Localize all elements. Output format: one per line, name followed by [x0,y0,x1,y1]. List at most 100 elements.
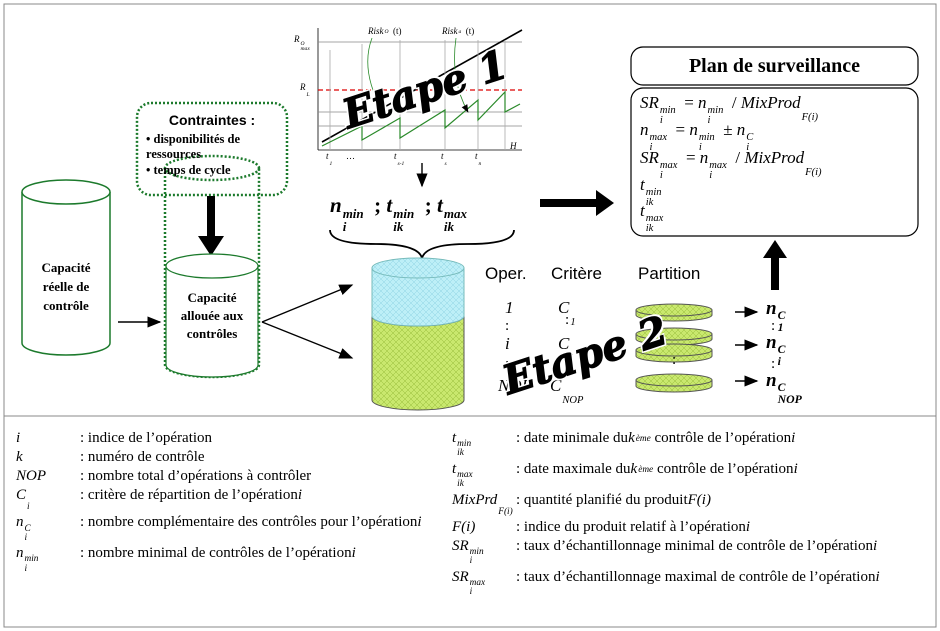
subscript: 1 [329,160,333,167]
script-stack: 1 [330,156,333,167]
legend-left: i : indice de l’opération k: numéro de con… [16,430,436,576]
script-stack: max ik [444,207,467,233]
math-base: 1 [505,298,514,317]
text: = [675,120,686,139]
oper: i [505,334,510,354]
ellipsis: : [505,318,510,334]
legend-description: : date maximale duk ème contrôle de l’opé… [516,461,936,490]
superscript: max [659,159,678,171]
superscript: min [645,186,662,198]
math-base: t [394,151,397,161]
math-base: t [437,193,443,217]
text: (t) [465,26,475,36]
math: C NOP [550,376,583,405]
script-stack: ème [638,464,654,485]
subscript: ik [457,448,464,459]
math-base: n [766,370,777,391]
script-stack: min ik [457,439,471,459]
math-base: F(i) [687,491,711,508]
superscript: max [645,212,664,224]
subscript: i [469,587,473,598]
script-stack: min i [708,105,724,127]
text: : indice du produit relatif à l’opératio… [516,519,746,535]
superscript: max [649,131,668,143]
subscript: F(i) [805,166,822,178]
math: NOP [16,468,46,484]
graph-x-label: t s-1 [394,151,404,167]
legend-description: : numéro de contrôle [80,449,436,466]
text: : indice de l’opération [80,430,213,446]
legend-row: F(i) : indice du produit relatif à l’opér… [452,519,936,536]
math-base: C [550,376,562,395]
arrows [735,306,759,387]
math-base: i [793,460,798,477]
script-stack: C NOP [778,382,802,406]
math-base: n [736,120,746,139]
plan-title: Plan de surveillance [688,55,861,77]
math: SR max i [640,148,677,181]
ellipsis: : [672,352,677,368]
partition-disks [635,303,713,393]
math: t min ik [386,193,414,233]
math-base: H [510,141,517,151]
math: t s-1 [394,151,404,166]
math-base: i [791,430,796,446]
subscript: ik [393,218,404,234]
math: SR min i [452,538,484,566]
text: / [735,148,741,167]
math: Risk a [442,26,461,36]
script-stack: F(i) [805,157,821,178]
math-base: NOP [498,376,532,395]
script-stack: a [459,30,462,41]
math: n min i [16,545,38,573]
legend-symbol: NOP [16,468,80,485]
math-base: i [417,514,422,531]
math-base: i [351,545,356,562]
text: : taux d’échantillonnage maximal de cont… [516,568,876,585]
text: : quantité planifié du produit [516,491,688,508]
text: : nombre complémentaire des contrôles po… [80,514,418,531]
math: k ème [628,430,651,446]
superscript: min [659,104,676,116]
text: contrôle de l’opération [654,430,792,446]
legend-description: : taux d’échantillonnage minimal de cont… [516,538,936,567]
math-base: C [558,298,570,317]
subscript: 1 [777,321,784,335]
math: F(i) [452,519,475,535]
subscript: s-1 [397,160,405,167]
legend-symbol: SR min i [452,538,516,567]
subscript: NOP [562,394,584,406]
superscript: max [457,469,473,480]
legend-right: t min ik: date minimale duk ème contrôle de… [452,430,936,600]
frame [3,3,937,628]
superscript: max [709,159,727,171]
math: 1 [505,298,514,317]
legend-description: : taux d’échantillonnage maximal de cont… [516,569,936,598]
script-stack: F(i) [498,498,512,517]
cylinder [21,179,111,356]
subscript: NOP [777,393,802,407]
math: n min i [698,93,723,126]
subscript: ik [645,223,654,235]
text: … [346,151,355,161]
math-base: t [386,193,393,217]
text: (t) [393,26,402,36]
plan-formula: t min ik [640,175,662,209]
subscript [385,36,389,42]
superscript: ème [638,464,654,475]
legend-description: : date minimale duk ème contrôle de l’opé… [516,430,936,459]
plan-title-box [630,46,919,86]
math: i [794,461,798,477]
legend-row: k: numéro de contrôle [16,449,436,466]
script-stack: min i [343,207,364,233]
subscript: i [570,352,574,364]
math: n min i [330,193,364,233]
math: t max ik [640,201,663,234]
math-base: t [640,201,645,220]
